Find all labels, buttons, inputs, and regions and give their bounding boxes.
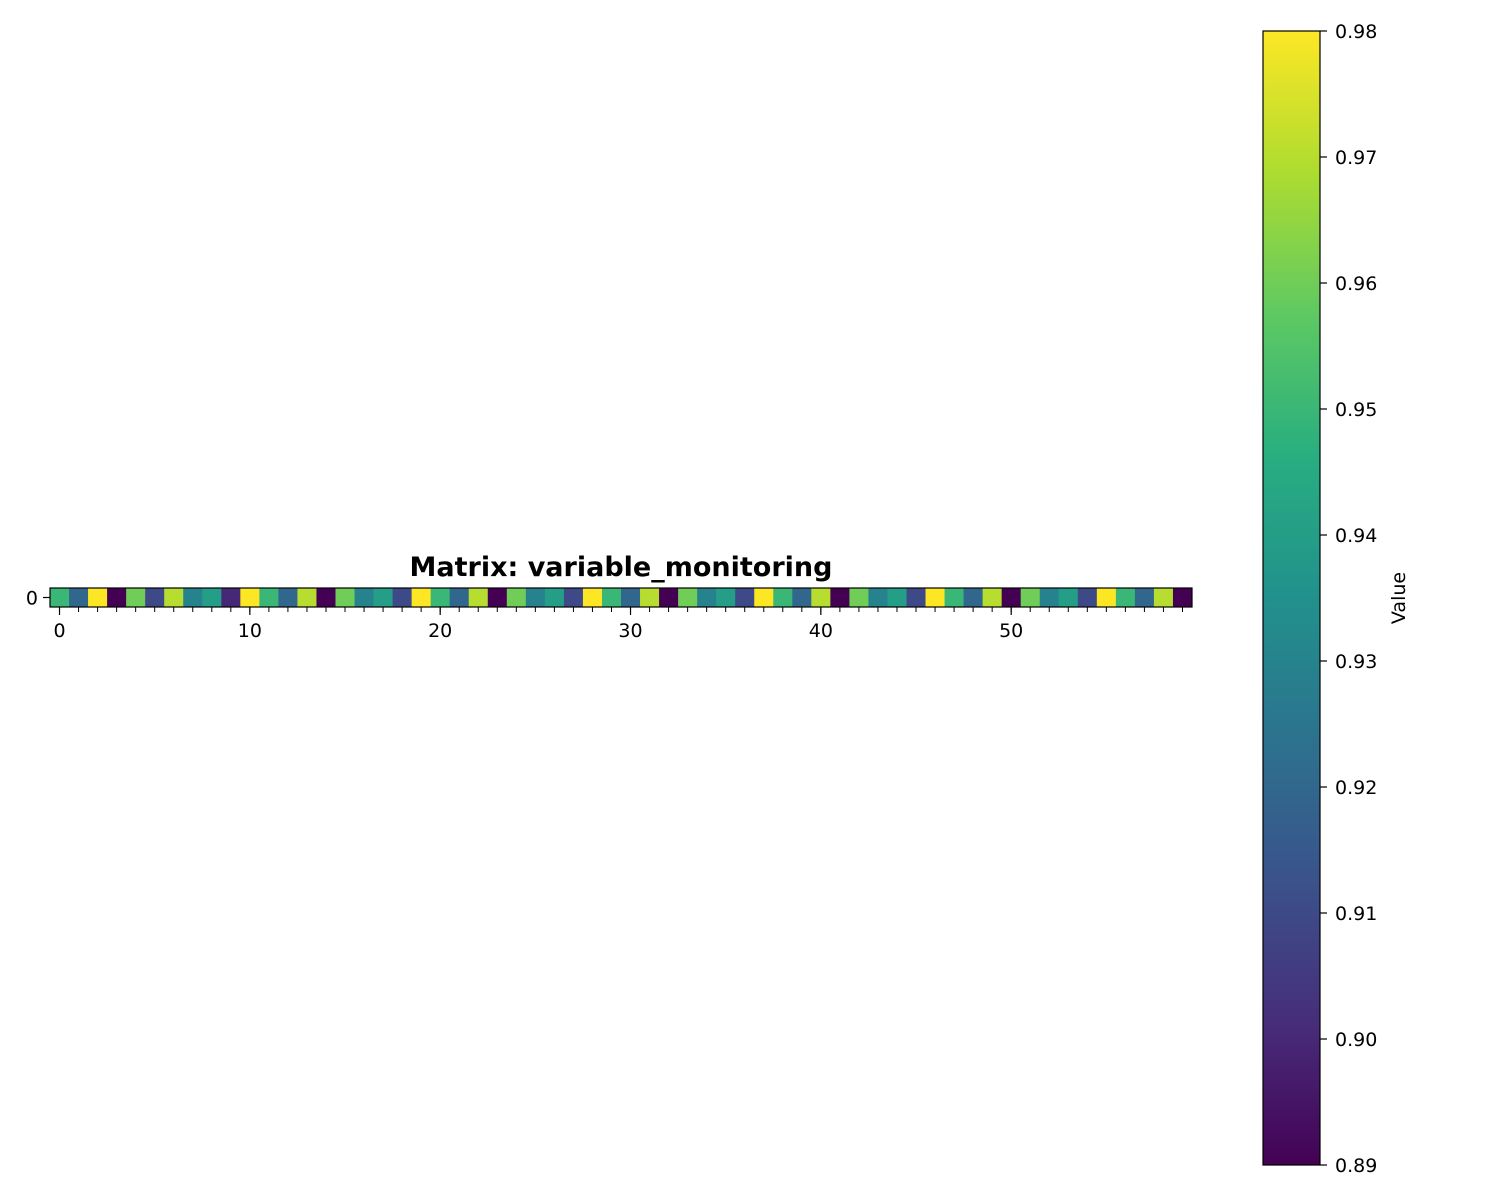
- heatmap-cell: [202, 588, 222, 607]
- heatmap-cell: [259, 588, 279, 607]
- heatmap-cell: [392, 588, 413, 607]
- heatmap-cell: [240, 588, 260, 607]
- heatmap-cell: [754, 588, 774, 607]
- heatmap-cell: [735, 588, 755, 607]
- x-axis: 0 10 20 30 40 50: [53, 607, 1183, 642]
- heatmap-cell: [544, 588, 565, 607]
- heatmap-cell: [88, 588, 108, 607]
- heatmap-cell: [982, 588, 1003, 607]
- heatmap-cell: [297, 588, 317, 607]
- heatmap-cell: [107, 588, 127, 607]
- heatmap-cell: [126, 588, 146, 607]
- heatmap-cell: [1001, 588, 1022, 607]
- heatmap-cell: [887, 588, 907, 607]
- heatmap-cell: [316, 588, 336, 607]
- heatmap-cell: [354, 588, 374, 607]
- colorbar-tick-label: 0.97: [1335, 147, 1377, 169]
- heatmap-cell: [868, 588, 888, 607]
- heatmap-cell: [716, 588, 736, 607]
- heatmap-cell: [468, 588, 489, 607]
- heatmap-cell: [1020, 588, 1041, 607]
- heatmap-cell: [640, 588, 660, 607]
- heatmap-cell: [925, 588, 945, 607]
- colorbar-label: Value: [1388, 572, 1410, 624]
- heatmap-cell: [563, 588, 584, 607]
- heatmap-cell: [792, 588, 812, 607]
- heatmap-cell: [1153, 588, 1174, 607]
- heatmap-cell: [906, 588, 926, 607]
- heatmap-cell: [944, 588, 964, 607]
- y-tick-label: 0: [26, 588, 38, 610]
- heatmap-cell: [963, 588, 984, 607]
- heatmap-cell: [678, 588, 698, 607]
- heatmap-cell: [697, 588, 717, 607]
- heatmap-cell: [659, 588, 679, 607]
- heatmap-cell: [582, 588, 603, 607]
- x-tick-label: 10: [238, 620, 262, 642]
- chart-title: Matrix: variable_monitoring: [410, 552, 833, 583]
- heatmap-cell: [621, 588, 641, 607]
- x-tick-label: 50: [999, 620, 1023, 642]
- x-tick-label: 30: [618, 620, 642, 642]
- heatmap-cell: [278, 588, 298, 607]
- heatmap-cell: [69, 588, 89, 607]
- heatmap-cell: [145, 588, 165, 607]
- heatmap-cell: [1115, 588, 1136, 607]
- colorbar-tick-label: 0.89: [1335, 1155, 1377, 1177]
- heatmap-cell: [830, 588, 850, 607]
- x-tick-label: 20: [428, 620, 452, 642]
- heatmap-cells: [50, 588, 1193, 607]
- heatmap-cell: [1058, 588, 1079, 607]
- heatmap-cell: [430, 588, 451, 607]
- colorbar: 0.89 0.90 0.91 0.92 0.93 0.94 0.95 0.96 0.97 0.98…: [1262, 21, 1410, 1177]
- heatmap-cell: [1134, 588, 1155, 607]
- heatmap-cell: [506, 588, 527, 607]
- colorbar-tick-label: 0.98: [1335, 21, 1377, 43]
- heatmap-cell: [50, 588, 70, 607]
- heatmap-cell: [487, 588, 508, 607]
- colorbar-tick-label: 0.96: [1335, 273, 1377, 295]
- y-axis: 0: [26, 588, 50, 610]
- heatmap-cell: [601, 588, 622, 607]
- x-tick-label: 40: [809, 620, 833, 642]
- heatmap-cell: [1096, 588, 1117, 607]
- heatmap-cell: [183, 588, 203, 607]
- colorbar-tick-label: 0.93: [1335, 651, 1377, 673]
- colorbar-tick-label: 0.91: [1335, 903, 1377, 925]
- heatmap-cell: [1172, 588, 1193, 607]
- heatmap-cell: [773, 588, 793, 607]
- heatmap-cell: [411, 588, 432, 607]
- colorbar-tick-label: 0.94: [1335, 525, 1377, 547]
- colorbar-ticks: 0.89 0.90 0.91 0.92 0.93 0.94 0.95 0.96 0.97 0.98: [1320, 21, 1377, 1177]
- colorbar-tick-label: 0.90: [1335, 1029, 1377, 1051]
- heatmap-cell: [525, 588, 546, 607]
- heatmap-cell: [373, 588, 393, 607]
- colorbar-tick-label: 0.92: [1335, 777, 1377, 799]
- heatmap-cell: [335, 588, 355, 607]
- heatmap-cell: [164, 588, 184, 607]
- heatmap-cell: [1077, 588, 1098, 607]
- x-tick-label: 0: [53, 620, 65, 642]
- colorbar-tick-label: 0.95: [1335, 399, 1377, 421]
- heatmap-cell: [221, 588, 241, 607]
- heatmap-cell: [1039, 588, 1060, 607]
- heatmap-cell: [849, 588, 869, 607]
- heatmap-cell: [449, 588, 470, 607]
- colorbar-gradient: [1262, 30, 1321, 1166]
- heatmap-cell: [811, 588, 831, 607]
